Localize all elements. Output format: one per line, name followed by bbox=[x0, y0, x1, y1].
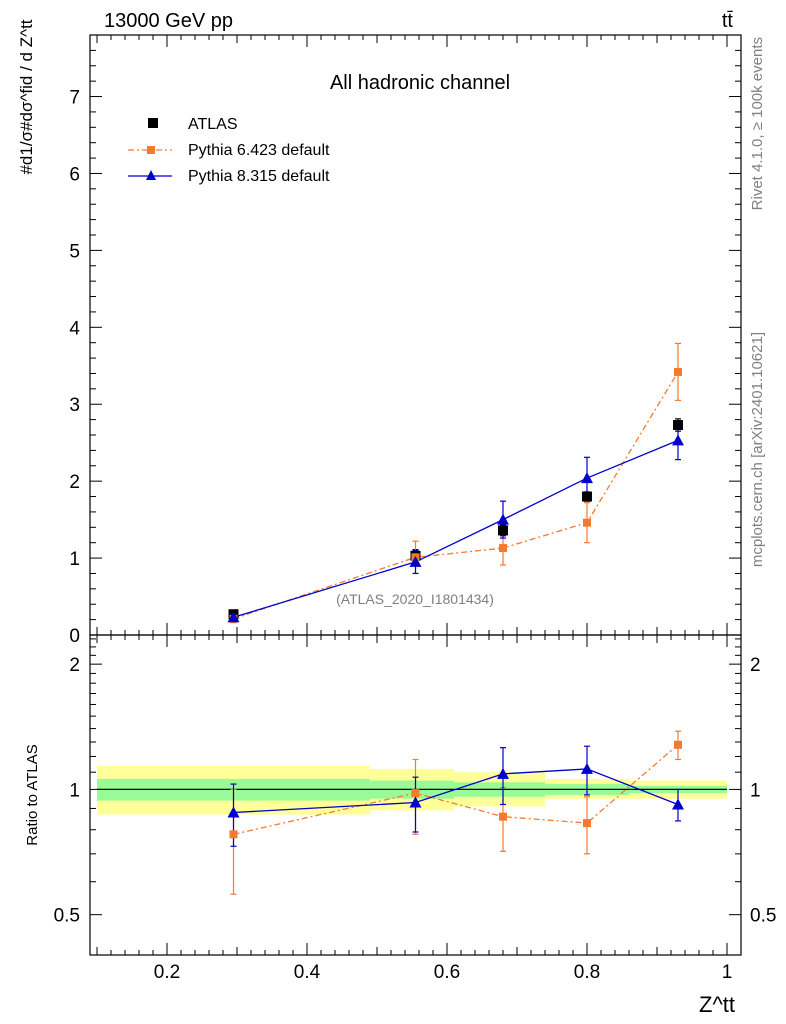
y-tick-label-ratio-right: 1 bbox=[750, 780, 761, 801]
chart-title: All hadronic channel bbox=[330, 72, 510, 94]
axes: 0.2 0.4 0.6 0.8 1 0 1 2 3 4 5 6 7 0.5 0.5 1 1 2 2 bbox=[54, 34, 776, 983]
y-tick-label-ratio: 0.5 bbox=[54, 906, 80, 927]
ratio-pythia8-point bbox=[672, 798, 684, 810]
y-axis-label-ratio: Ratio to ATLAS bbox=[24, 744, 41, 845]
atlas-point bbox=[582, 491, 592, 502]
atlas-point bbox=[673, 420, 683, 430]
ratio-pythia6-line bbox=[233, 744, 679, 835]
y-tick-label-ratio: 1 bbox=[69, 780, 80, 801]
x-tick-label: 0.6 bbox=[434, 962, 460, 983]
y-tick-label-main: 0 bbox=[69, 626, 80, 647]
ratio-pythia8-point bbox=[497, 767, 509, 779]
x-tick-label: 0.4 bbox=[294, 962, 321, 983]
legend-label-pythia8: Pythia 8.315 default bbox=[188, 168, 330, 185]
legend-marker-atlas bbox=[148, 118, 158, 128]
x-tick-label: 0.2 bbox=[154, 962, 180, 983]
y-tick-label-main: 3 bbox=[69, 395, 80, 416]
y-tick-label-ratio-right: 2 bbox=[750, 655, 761, 676]
legend-marker-pythia8 bbox=[146, 170, 156, 180]
ratio-uncertainty-bands bbox=[97, 765, 727, 815]
y-tick-label-main: 1 bbox=[69, 549, 80, 570]
y-tick-label-main: 6 bbox=[69, 164, 80, 185]
side-label-top: Rivet 4.1.0, ≥ 100k events bbox=[749, 37, 766, 210]
pythia8-point bbox=[581, 472, 593, 484]
pythia8-point bbox=[497, 513, 509, 525]
y-tick-label-main: 5 bbox=[69, 241, 80, 262]
legend-label-atlas: ATLAS bbox=[188, 116, 238, 133]
header-right: tt̄ bbox=[722, 10, 734, 32]
data-series bbox=[227, 342, 684, 895]
ratio-pythia8-point bbox=[409, 796, 422, 808]
ratio-pythia6-point bbox=[229, 830, 238, 839]
pythia6-point bbox=[583, 518, 591, 527]
pythia6-line bbox=[233, 371, 679, 620]
legend-label-pythia6: Pythia 6.423 default bbox=[188, 142, 330, 159]
pythia8-point bbox=[227, 611, 240, 623]
ratio-pythia8-point bbox=[581, 762, 593, 774]
ratio-plot-frame bbox=[89, 634, 742, 956]
ratio-pythia6-point bbox=[499, 812, 507, 821]
y-tick-label-main: 7 bbox=[69, 88, 80, 109]
legend: ATLAS Pythia 6.423 default Pythia 8.315 … bbox=[128, 116, 330, 185]
y-tick-label-main: 4 bbox=[69, 318, 80, 339]
y-tick-label-ratio-right: 0.5 bbox=[750, 906, 776, 927]
pythia8-point bbox=[409, 555, 422, 567]
analysis-label: (ATLAS_2020_I1801434) bbox=[336, 591, 494, 607]
ratio-pythia6-point bbox=[583, 819, 591, 828]
x-tick-label: 0.8 bbox=[574, 962, 600, 983]
x-tick-label: 1 bbox=[722, 962, 733, 983]
ratio-pythia8-point bbox=[227, 806, 240, 818]
pythia6-point bbox=[499, 544, 507, 553]
side-label-bottom: mcplots.cern.ch [arXiv:2401.10621] bbox=[749, 332, 766, 567]
legend-marker-pythia6 bbox=[147, 146, 155, 154]
atlas-point bbox=[498, 525, 508, 536]
pythia8-point bbox=[672, 434, 684, 446]
ratio-pythia6-point bbox=[411, 789, 420, 798]
y-tick-label-main: 2 bbox=[69, 472, 80, 493]
header-left: 13000 GeV pp bbox=[104, 10, 233, 32]
x-axis-label: Z^tt bbox=[699, 992, 735, 1017]
pythia6-point bbox=[674, 367, 682, 376]
y-axis-label-main: #d1/σ#dσ^fid / d Z^tt bbox=[17, 19, 36, 174]
y-tick-label-ratio: 2 bbox=[69, 655, 80, 676]
ratio-pythia6-point bbox=[674, 740, 682, 749]
